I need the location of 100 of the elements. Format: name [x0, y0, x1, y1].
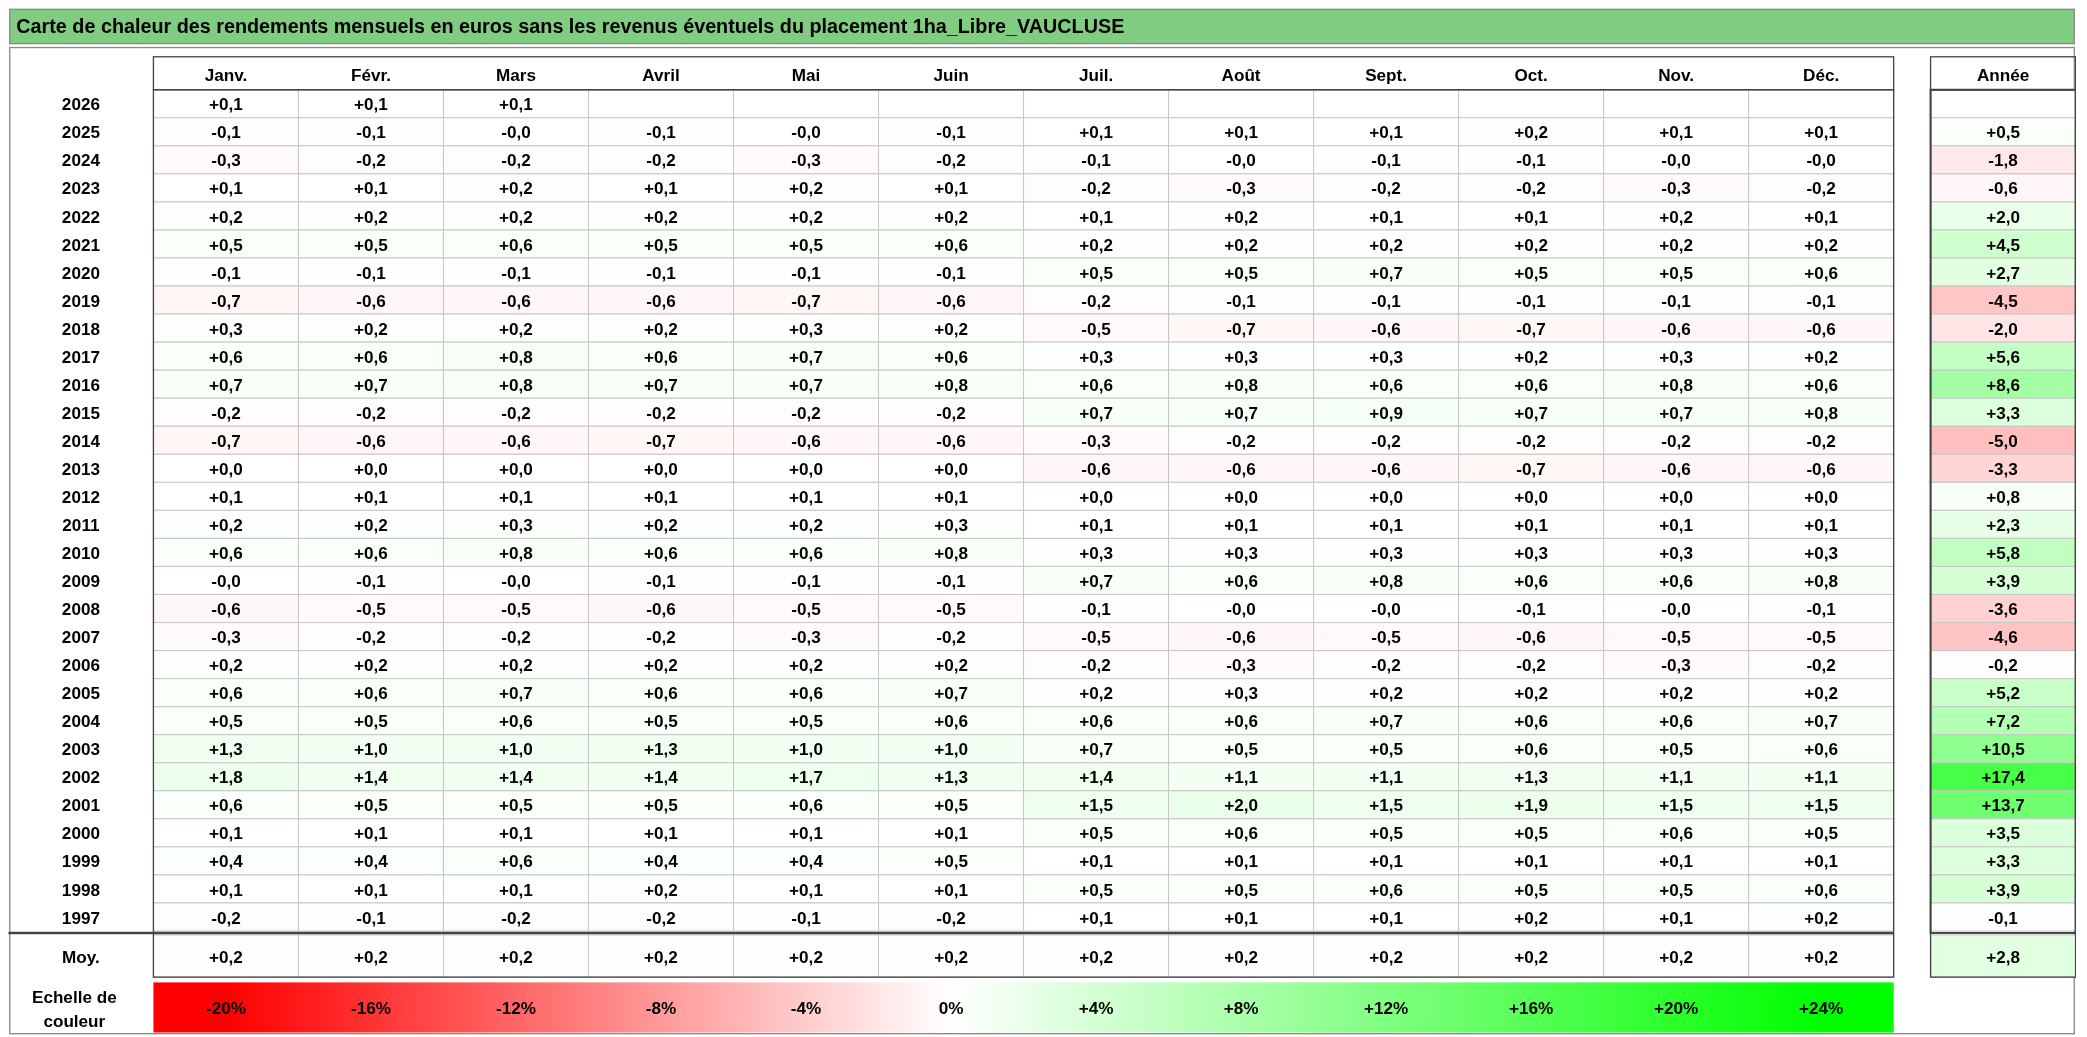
y-tick-label: 2005	[61, 683, 101, 704]
data-label: +2,3	[1986, 514, 2020, 535]
data-label: +1,0	[789, 739, 823, 760]
data-label: +0,7	[1369, 711, 1403, 732]
data-label: -0,3	[791, 627, 821, 648]
data-label: -0,0	[211, 571, 241, 592]
data-label: +0,2	[209, 946, 243, 967]
data-label: +0,0	[1804, 486, 1839, 507]
data-label: -0,3	[1661, 655, 1691, 676]
data-label: -0,0	[1226, 599, 1256, 620]
data-label: +0,1	[1514, 206, 1549, 227]
data-label: +5,8	[1986, 543, 2020, 564]
data-label: +0,4	[354, 851, 389, 872]
data-label: -0,6	[1988, 178, 2018, 199]
data-label: +0,2	[499, 318, 533, 339]
data-label: -0,6	[646, 599, 676, 620]
data-label: -0,1	[1081, 150, 1112, 171]
data-label: -0,6	[1226, 627, 1256, 648]
data-label: -0,1	[211, 262, 242, 283]
y-tick-label: 2002	[61, 767, 100, 788]
data-label: -0,2	[1806, 655, 1836, 676]
data-label: +0,1	[1369, 122, 1404, 143]
data-label: -0,6	[501, 290, 531, 311]
data-label: +0,3	[1514, 543, 1549, 564]
data-label: +0,2	[354, 655, 388, 676]
data-label: +1,0	[934, 739, 968, 760]
data-label: +0,2	[354, 206, 388, 227]
data-label: +0,8	[499, 543, 533, 564]
data-label: +0,6	[644, 683, 678, 704]
data-label: +0,7	[934, 683, 968, 704]
data-label: +0,1	[1079, 851, 1114, 872]
data-label: +0,7	[354, 374, 388, 395]
data-label: -0,1	[1371, 290, 1402, 311]
data-label: +2,0	[1224, 795, 1258, 816]
data-label: +0,2	[1369, 683, 1403, 704]
y-tick-label: 2016	[61, 374, 100, 395]
data-label: +0,2	[1224, 234, 1258, 255]
data-label: +0,2	[1224, 206, 1258, 227]
data-label: +2,0	[1986, 206, 2020, 227]
data-label: -0,1	[356, 907, 387, 928]
data-label: -0,5	[356, 599, 387, 620]
data-label: -0,1	[936, 262, 967, 283]
data-label: +0,2	[1514, 907, 1549, 928]
data-label: +5,2	[1986, 683, 2020, 704]
data-label: +0,3	[1079, 346, 1113, 367]
data-label: -0,2	[501, 150, 531, 171]
data-label: +0,5	[1224, 262, 1259, 283]
data-label: +0,1	[354, 823, 389, 844]
data-label: +0,2	[354, 318, 388, 339]
x-tick-label: Sept.	[1365, 64, 1408, 85]
y-tick-label: 2009	[61, 571, 100, 592]
data-label: -0,2	[1806, 178, 1836, 199]
data-label: +0,1	[499, 486, 534, 507]
data-label: -0,2	[1516, 178, 1546, 199]
data-label: +0,8	[1804, 402, 1839, 423]
data-label: +0,1	[934, 486, 969, 507]
data-label: +0,5	[1514, 823, 1549, 844]
data-label: +0,3	[1804, 543, 1839, 564]
x-tick-label: Mai	[791, 64, 821, 85]
x-tick-label: Avril	[642, 64, 680, 85]
data-label: +0,7	[1079, 402, 1113, 423]
data-label: +0,2	[1659, 946, 1694, 967]
data-label: -0,0	[1661, 599, 1691, 620]
data-label: -0,6	[1806, 318, 1836, 339]
data-label: +0,5	[1079, 879, 1114, 900]
data-label: +0,7	[209, 374, 243, 395]
data-label: -0,6	[211, 599, 241, 620]
data-label: -0,2	[936, 150, 966, 171]
data-label: +0,2	[499, 206, 533, 227]
data-label: +0,5	[1804, 823, 1839, 844]
data-label: -2,0	[1988, 318, 2018, 339]
data-label: +0,2	[789, 514, 823, 535]
data-label: +0,5	[1659, 879, 1694, 900]
data-label: +0,6	[1659, 823, 1694, 844]
x-tick-label: Juin	[933, 64, 969, 85]
data-label: +0,6	[1369, 374, 1403, 395]
data-label: +0,1	[1804, 851, 1839, 872]
y-tick-label: 2001	[61, 795, 101, 816]
data-label: -0,1	[646, 571, 677, 592]
data-label: +0,8	[1369, 571, 1403, 592]
data-label: +0,2	[644, 655, 678, 676]
data-label: -0,2	[211, 907, 241, 928]
x-tick-label: Févr.	[350, 64, 391, 85]
data-label: +0,2	[1804, 946, 1839, 967]
data-label: +0,6	[1659, 571, 1694, 592]
x-tick-label: Janv.	[204, 64, 248, 85]
data-label: +0,5	[644, 234, 679, 255]
data-label: +0,6	[209, 346, 243, 367]
data-label: +0,1	[1659, 122, 1694, 143]
data-label: -0,7	[211, 290, 241, 311]
y-tick-label: 2024	[61, 150, 101, 171]
data-label: +0,7	[1079, 739, 1113, 760]
data-label: +0,5	[209, 711, 244, 732]
data-label: +0,6	[354, 346, 388, 367]
data-label: -0,0	[1371, 599, 1401, 620]
data-label: +0,1	[644, 178, 679, 199]
data-label: +1,1	[1369, 767, 1404, 788]
data-label: +0,2	[499, 655, 533, 676]
y-tick-label: 1999	[61, 851, 100, 872]
data-label: -0,6	[1371, 318, 1401, 339]
